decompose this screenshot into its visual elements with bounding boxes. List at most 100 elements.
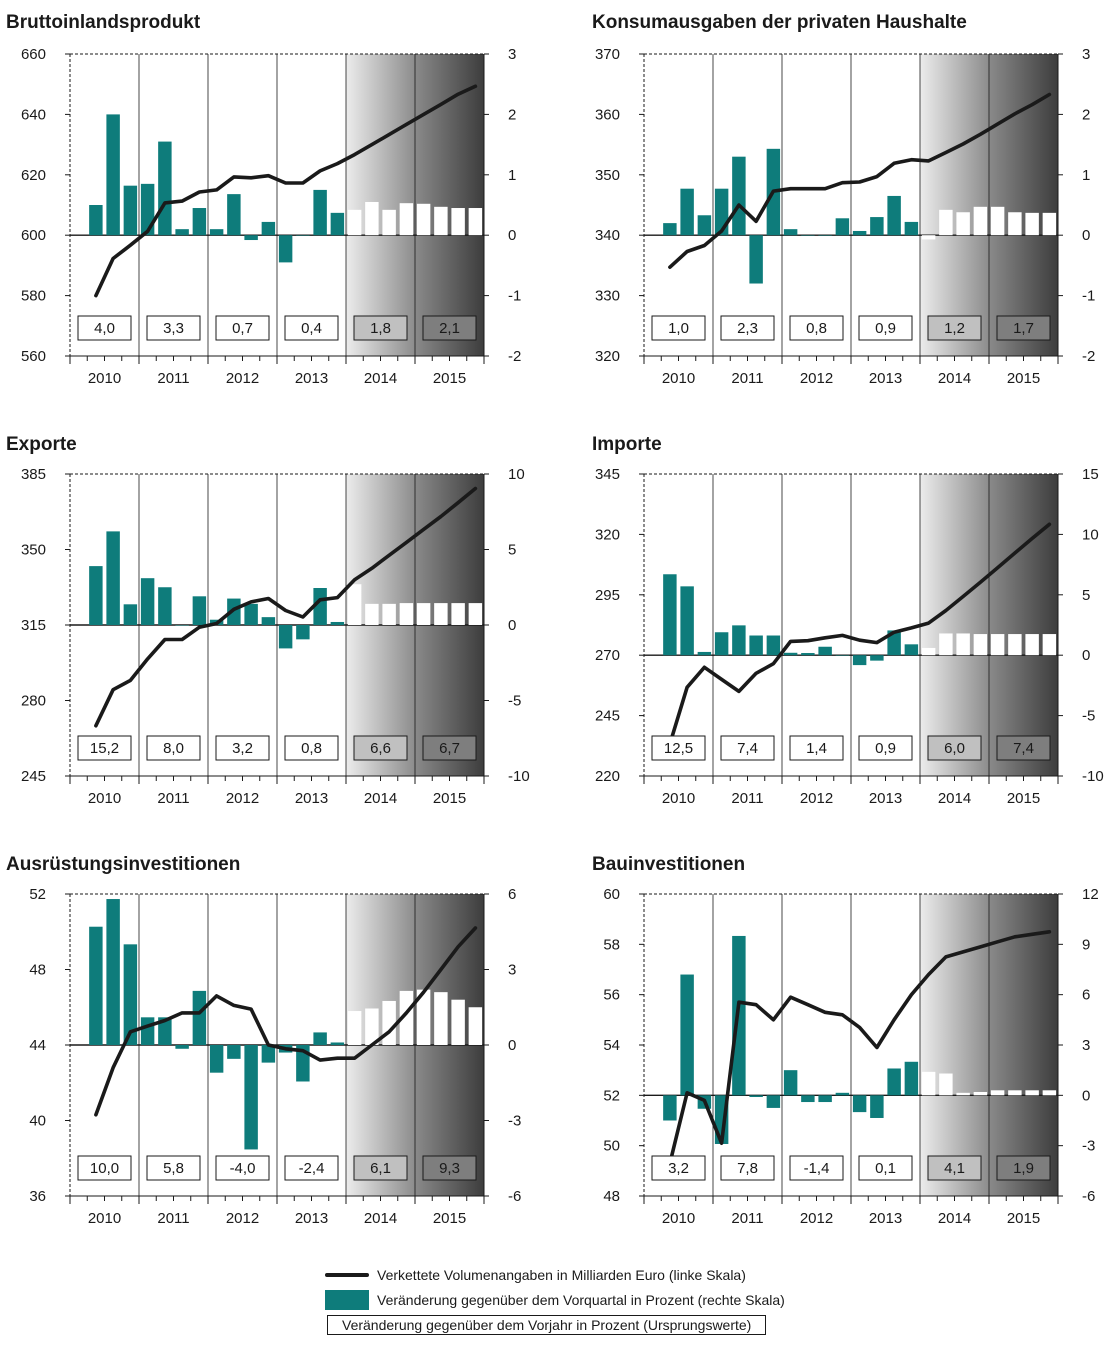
year-label: 2011 xyxy=(157,370,189,387)
annual-change-box xyxy=(215,735,270,761)
year-label: 2014 xyxy=(364,370,397,387)
right-tick-label: 12 xyxy=(1082,886,1099,903)
year-label: 2012 xyxy=(226,1210,259,1227)
quarterly-change-bar xyxy=(261,221,276,236)
right-tick-label: -5 xyxy=(508,693,521,710)
quarterly-change-bar xyxy=(123,185,138,236)
left-tick-label: 50 xyxy=(603,1138,620,1155)
left-tick-label: 245 xyxy=(595,708,620,725)
annual-change-label: 6,0 xyxy=(944,740,965,757)
year-label: 2015 xyxy=(433,790,466,807)
left-tick-label: 370 xyxy=(595,46,620,63)
right-tick-label: 6 xyxy=(508,886,516,903)
quarterly-change-bar xyxy=(261,1045,276,1063)
annual-change-label: 0,1 xyxy=(875,1160,896,1177)
quarterly-change-bar xyxy=(468,603,483,625)
annual-change-label: 2,3 xyxy=(737,320,758,337)
quarterly-change-bar xyxy=(192,990,207,1045)
left-tick-label: 52 xyxy=(29,886,46,903)
annual-change-box xyxy=(284,735,339,761)
quarterly-change-bar xyxy=(434,206,448,236)
right-tick-label: 0 xyxy=(1082,227,1090,244)
chart-title: Bauinvestitionen xyxy=(592,854,745,875)
right-tick-label: 0 xyxy=(508,227,516,244)
annual-change-label: 1,8 xyxy=(370,320,391,337)
quarterly-change-bar xyxy=(973,1091,988,1096)
left-tick-label: 320 xyxy=(595,526,620,543)
right-tick-label: -3 xyxy=(508,1113,521,1130)
forecast-shade-2015 xyxy=(989,54,1058,356)
quarterly-change-bar xyxy=(680,974,694,1096)
quarterly-change-bar xyxy=(451,208,465,236)
quarterly-change-bar xyxy=(783,1070,798,1096)
quarterly-change-bar xyxy=(1008,1090,1022,1096)
quarterly-change-bar xyxy=(89,926,103,1045)
quarterly-change-bar xyxy=(192,208,207,236)
year-label: 2013 xyxy=(295,370,328,387)
volume-line xyxy=(94,486,478,728)
chart-panel: Bruttoinlandsprodukt 660 640 620 600 580 560 3 2… xyxy=(6,12,521,387)
annual-change-label: 1,0 xyxy=(668,320,689,337)
quarterly-change-bar xyxy=(939,633,953,656)
quarterly-change-bar xyxy=(749,1095,763,1098)
annual-change-label: 0,8 xyxy=(806,320,827,337)
annual-change-box xyxy=(77,1155,132,1181)
legend-line-label: Verkettete Volumenangaben in Milliarden … xyxy=(377,1267,746,1283)
right-tick-label: 1 xyxy=(508,167,516,184)
quarterly-change-bar xyxy=(921,647,936,656)
annual-change-box xyxy=(422,1155,477,1181)
left-tick-label: 56 xyxy=(603,987,620,1004)
quarterly-change-bar xyxy=(365,603,379,625)
year-label: 2010 xyxy=(88,370,121,387)
year-label: 2013 xyxy=(295,1210,328,1227)
year-label: 2012 xyxy=(226,370,259,387)
annual-change-box xyxy=(789,1155,844,1181)
quarterly-change-bar xyxy=(749,635,763,656)
quarterly-change-bar xyxy=(296,625,310,640)
year-label: 2011 xyxy=(731,790,763,807)
left-tick-label: 48 xyxy=(603,1188,620,1205)
annual-change-box xyxy=(284,1155,339,1181)
year-label: 2011 xyxy=(157,1210,189,1227)
forecast-shade-2014 xyxy=(920,474,989,776)
quarterly-change-bar xyxy=(921,1071,936,1096)
left-tick-label: 330 xyxy=(595,288,620,305)
quarterly-change-bar xyxy=(244,235,258,241)
quarterly-change-bar xyxy=(1025,212,1039,236)
annual-change-box xyxy=(422,735,477,761)
annual-change-box xyxy=(146,1155,201,1181)
quarterly-change-bar xyxy=(904,644,919,656)
annual-change-box xyxy=(996,315,1051,341)
left-tick-label: 340 xyxy=(595,227,620,244)
quarterly-change-bar xyxy=(801,653,815,656)
left-tick-label: 640 xyxy=(21,106,46,123)
quarterly-change-bar xyxy=(209,229,224,236)
quarterly-change-bar xyxy=(835,218,850,236)
forecast-shade-2014 xyxy=(920,894,989,1196)
quarterly-change-bar xyxy=(904,1061,919,1096)
quarterly-change-bar xyxy=(123,944,138,1045)
annual-change-label: 3,3 xyxy=(163,320,184,337)
legend-bar-label: Veränderung gegenüber dem Vorquartal in … xyxy=(377,1292,785,1308)
left-tick-label: 52 xyxy=(603,1087,620,1104)
right-tick-label: -1 xyxy=(1082,288,1095,305)
quarterly-change-bar xyxy=(870,655,884,661)
annual-change-label: 0,4 xyxy=(301,320,322,337)
year-label: 2010 xyxy=(662,790,695,807)
annual-change-label: 10,0 xyxy=(90,1160,119,1177)
quarterly-change-bar xyxy=(365,1008,379,1045)
quarterly-change-bar xyxy=(416,603,431,625)
quarterly-change-bar xyxy=(852,655,867,666)
left-tick-label: 350 xyxy=(595,167,620,184)
quarterly-change-bar xyxy=(783,229,798,236)
right-tick-label: -10 xyxy=(508,768,530,785)
quarterly-change-bar xyxy=(416,203,431,236)
right-tick-label: 9 xyxy=(1082,936,1090,953)
left-tick-label: 320 xyxy=(595,348,620,365)
annual-change-box xyxy=(996,1155,1051,1181)
quarterly-change-bar xyxy=(330,621,345,625)
annual-change-label: 0,8 xyxy=(301,740,322,757)
right-tick-label: 3 xyxy=(508,46,516,63)
forecast-shade-2015 xyxy=(989,894,1058,1196)
quarterly-change-bar xyxy=(313,588,327,625)
